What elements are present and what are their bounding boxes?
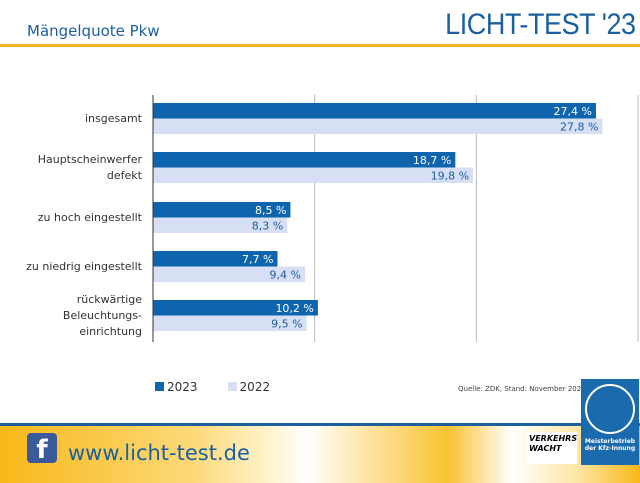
kfz-innung-badge: Meisterbetrieb der Kfz-Innung [581,379,639,465]
category-label: einrichtung [79,325,142,338]
legend-2022: 2022 [227,380,270,394]
bar-2022 [153,217,288,233]
legend-2023: 2023 [155,380,198,394]
bar-2023 [153,300,318,316]
bar-2023 [153,251,278,267]
category-label: insgesamt [85,112,143,125]
car-icon [585,384,635,434]
bar-chart: insgesamt 27,4 % 27,8 % Hauptscheinwerfer de… [26,95,639,342]
data-label: 27,4 % [554,105,592,118]
category-label: rückwärtige [77,293,143,306]
category-label: zu hoch eingestellt [38,211,143,224]
category-label: Hauptscheinwerfer [38,153,143,166]
website-link[interactable]: www.licht-test.de [68,441,250,465]
source-note: Quelle: ZDK, Stand: November 2023 [458,385,586,393]
bar-2022 [153,315,307,331]
bar-2022 [153,118,603,134]
bar-2023 [153,202,291,218]
data-label: 10,2 % [275,302,313,315]
bar-2022 [153,167,474,183]
category-label: Beleuchtungs- [63,309,142,322]
legend: 2023 2022 [155,380,270,394]
page-title: Mängelquote Pkw [27,22,160,40]
data-label: 19,8 % [431,170,469,183]
data-label: 27,8 % [560,121,598,134]
bar-2023 [153,152,456,168]
category-label: zu niedrig eingestellt [26,260,143,273]
data-label: 7,7 % [242,253,273,266]
facebook-icon[interactable]: f [27,433,57,465]
data-label: 9,4 % [270,269,301,282]
data-label: 18,7 % [413,154,451,167]
data-label: 8,3 % [252,220,283,233]
category-label: defekt [107,169,143,182]
data-label: 8,5 % [255,204,286,217]
bar-2022 [153,266,305,282]
verkehrswacht-logo: VERKEHRS WACHT [527,432,577,464]
divider [0,44,640,47]
data-label: 9,5 % [271,318,302,331]
brand-title: LICHT-TEST '23 [445,8,637,41]
bar-2023 [153,103,596,119]
